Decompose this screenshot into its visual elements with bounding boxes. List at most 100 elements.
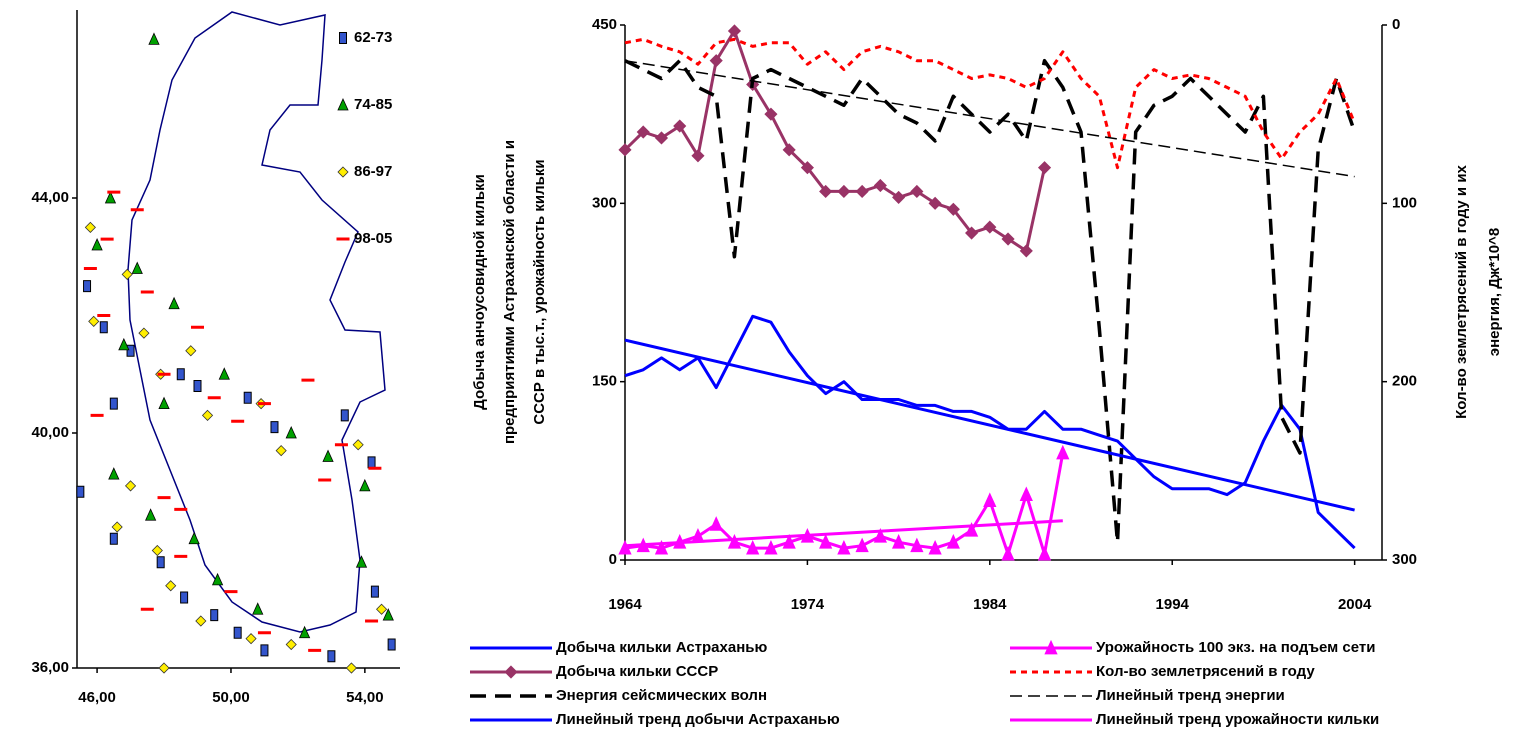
marker — [387, 638, 396, 651]
marker — [201, 409, 214, 421]
marker — [176, 368, 185, 381]
marker — [270, 421, 279, 434]
marker — [782, 534, 796, 549]
marker — [88, 315, 100, 327]
y2-tick-label: 100 — [1392, 194, 1417, 211]
marker — [99, 321, 108, 334]
marker — [224, 590, 238, 594]
marker — [709, 54, 723, 68]
marker — [83, 280, 92, 293]
marker — [308, 648, 322, 652]
legend-label: 62-73 — [354, 29, 392, 46]
y2-tick-label: 0 — [1392, 16, 1400, 33]
marker — [140, 290, 154, 294]
marker — [837, 539, 851, 555]
legend-label: Добыча кильки СССР — [556, 663, 718, 680]
marker — [157, 372, 171, 376]
marker — [382, 608, 394, 621]
marker — [355, 555, 368, 568]
marker — [107, 190, 121, 194]
y-tick-label: 36,00 — [31, 659, 69, 676]
marker — [140, 607, 154, 611]
marker — [636, 125, 650, 139]
marker — [891, 534, 906, 549]
marker — [691, 149, 705, 163]
marker — [151, 544, 163, 557]
marker — [156, 556, 165, 569]
marker — [654, 539, 669, 555]
marker — [145, 508, 157, 521]
marker — [376, 603, 388, 615]
y-tick-label: 44,00 — [31, 189, 69, 206]
marker — [928, 539, 942, 555]
legend-label: Линейный тренд урожайности кильки — [1096, 711, 1379, 728]
marker — [285, 638, 297, 651]
x-tick-label: 2004 — [1338, 596, 1372, 613]
marker — [1019, 244, 1033, 258]
marker — [1044, 639, 1058, 655]
x-tick-label: 1984 — [973, 596, 1007, 613]
marker — [327, 650, 336, 663]
marker — [367, 456, 376, 469]
x-tick-label: 1994 — [1156, 596, 1190, 613]
marker — [257, 631, 271, 635]
marker — [504, 665, 518, 679]
marker — [231, 419, 245, 423]
y-tick-label: 450 — [592, 16, 617, 33]
marker — [764, 107, 778, 121]
marker — [370, 585, 379, 598]
marker — [819, 184, 833, 199]
marker — [104, 191, 117, 204]
legend-label: 98-05 — [354, 230, 392, 247]
y2-tick-label: 300 — [1392, 551, 1417, 568]
x-tick-label: 1964 — [608, 596, 642, 613]
series-line — [624, 338, 1355, 512]
marker — [257, 402, 271, 406]
coastline — [127, 11, 386, 633]
marker — [188, 531, 200, 545]
marker — [910, 537, 924, 553]
series-line — [624, 59, 1355, 178]
marker — [855, 537, 869, 553]
y-axis-title: Добыча анчоусовидной кильки — [471, 174, 488, 410]
marker — [275, 445, 287, 457]
x-tick-label: 1974 — [791, 596, 825, 613]
x-tick-label: 46,00 — [78, 689, 116, 706]
marker — [165, 580, 177, 592]
marker — [855, 184, 869, 199]
marker — [334, 443, 348, 447]
marker — [1037, 545, 1052, 561]
y-tick-label: 0 — [609, 551, 617, 568]
marker — [983, 220, 997, 234]
legend-label: Линейный тренд добычи Астраханью — [556, 711, 840, 728]
marker — [301, 378, 315, 382]
marker — [121, 268, 133, 280]
marker — [174, 507, 188, 511]
marker — [928, 196, 942, 210]
marker — [337, 166, 349, 178]
marker — [345, 662, 358, 674]
marker — [131, 261, 143, 274]
marker — [746, 539, 760, 555]
marker — [368, 466, 382, 470]
marker — [90, 413, 104, 417]
marker — [946, 534, 960, 549]
marker — [84, 221, 96, 233]
marker — [245, 633, 257, 645]
marker — [91, 238, 103, 251]
marker — [965, 226, 979, 240]
y-tick-label: 300 — [592, 194, 617, 211]
marker — [337, 98, 349, 111]
marker — [97, 314, 111, 317]
x-tick-label: 54,00 — [346, 689, 384, 706]
marker — [298, 625, 311, 639]
marker — [873, 178, 887, 193]
marker — [819, 534, 833, 549]
marker — [108, 467, 120, 480]
marker — [185, 345, 197, 357]
y-axis-title: предприятиями Астраханской области и — [501, 140, 518, 444]
marker — [1056, 444, 1070, 460]
marker — [180, 591, 189, 604]
marker — [339, 32, 347, 44]
marker — [252, 602, 264, 615]
